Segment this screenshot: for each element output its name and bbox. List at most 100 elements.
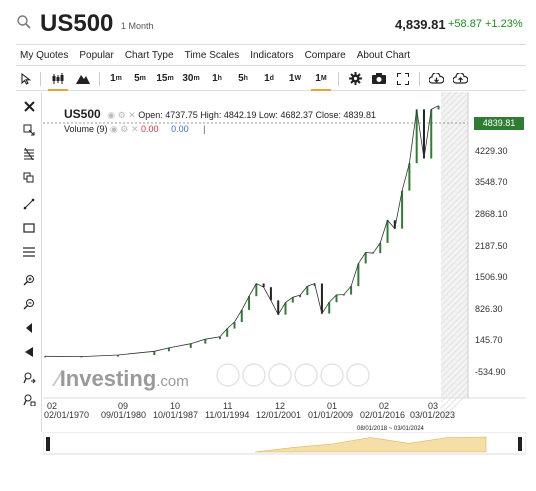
hatch-line <box>440 242 469 271</box>
gear-icon[interactable] <box>343 68 367 90</box>
navigator-right-handle[interactable] <box>518 437 522 451</box>
toolbar-divider <box>419 71 420 86</box>
volume-legend: Volume (9) ◉ ⚙ ✕ 0.00 0.00 | <box>64 124 206 134</box>
hatch-line <box>440 278 469 307</box>
x-tick-bottom: 09/01/1980 <box>101 410 147 420</box>
menu-indicators[interactable]: Indicators <box>250 49 294 61</box>
arrow-left-icon[interactable] <box>20 344 38 360</box>
candlestick-icon[interactable] <box>45 68 71 91</box>
price-candle <box>233 322 236 329</box>
hatch-line <box>440 116 469 145</box>
x-tick-bottom: 03/01/2023 <box>410 410 456 420</box>
crosshair-icon[interactable] <box>20 122 38 138</box>
mountain-icon[interactable] <box>71 68 95 90</box>
legend-symbol: US500 <box>64 107 101 121</box>
price-candle <box>262 283 265 288</box>
navigator-scrollbar[interactable] <box>43 432 526 456</box>
menu-compare[interactable]: Compare <box>304 49 346 61</box>
hatch-line <box>440 296 469 325</box>
cloud-download-icon[interactable] <box>424 68 448 90</box>
hatch-line <box>440 254 469 283</box>
price-candle <box>408 163 411 191</box>
lock-icon[interactable] <box>20 392 38 408</box>
hatch-line <box>440 170 469 199</box>
hatch-line <box>440 164 469 193</box>
price-series-line <box>44 105 439 358</box>
price-candle <box>415 109 418 164</box>
price-candle <box>204 339 207 344</box>
volume-settings-icon[interactable]: ◉ ⚙ ✕ <box>110 124 139 134</box>
volume-label: Volume (9) <box>64 124 108 134</box>
close-label: Close: <box>315 110 342 120</box>
zoom-out-icon[interactable] <box>20 296 38 312</box>
hatch-line <box>440 326 469 355</box>
hatch-line <box>440 182 469 211</box>
zoom-in-icon[interactable] <box>20 272 38 288</box>
price-candle <box>342 294 345 296</box>
close-value: 4839.81 <box>343 110 377 120</box>
menu-chart-type[interactable]: Chart Type <box>124 49 174 61</box>
menu-my-quotes[interactable]: My Quotes <box>20 49 69 61</box>
search-icon[interactable] <box>16 14 32 35</box>
price-candle <box>189 343 192 348</box>
hatch-line <box>440 284 469 313</box>
menu-time-scales[interactable]: Time Scales <box>184 49 240 61</box>
trendline-icon[interactable] <box>20 196 38 212</box>
cursor-icon[interactable] <box>16 68 36 90</box>
timeframe-15m[interactable]: 15 m <box>156 73 174 84</box>
x-tick-bottom: 11/01/1994 <box>205 410 250 420</box>
high-value: 4842.19 <box>223 110 257 120</box>
hatch-line <box>440 356 469 385</box>
x-tick-top: 03 <box>428 401 439 411</box>
hatch-line <box>440 362 469 391</box>
period-label: 1 Month <box>121 21 154 31</box>
fullscreen-icon[interactable] <box>391 68 415 90</box>
magnet-icon[interactable] <box>20 320 38 336</box>
rectangle-icon[interactable] <box>20 220 38 236</box>
copy-icon[interactable] <box>20 170 38 186</box>
price-candle <box>393 220 396 229</box>
price-candle <box>248 296 251 310</box>
price-candle <box>226 328 229 337</box>
price-candle <box>269 287 272 301</box>
symbol-title: US500 <box>40 10 114 37</box>
horizontal-lines-icon[interactable] <box>20 244 38 260</box>
navigator-left-handle[interactable] <box>46 437 50 451</box>
future-hatch-area <box>440 92 469 421</box>
measure-icon[interactable] <box>20 370 38 386</box>
hatch-line <box>440 92 469 121</box>
eye-icon[interactable]: ◉ ⚙ ✕ <box>107 110 136 120</box>
hatch-line <box>440 260 469 289</box>
price-candle <box>430 109 433 159</box>
hatch-line <box>440 290 469 319</box>
volume-red-value: 0.00 <box>141 124 159 134</box>
high-label: High: <box>200 110 222 120</box>
menu-about-chart[interactable]: About Chart <box>356 49 411 61</box>
price-chart[interactable] <box>43 92 526 422</box>
menu-popular[interactable]: Popular <box>79 49 114 61</box>
camera-icon[interactable] <box>367 68 391 90</box>
price-candle <box>153 351 156 356</box>
toolbar-divider <box>99 71 100 86</box>
cloud-upload-icon[interactable] <box>448 68 472 90</box>
hatch-line <box>440 338 469 367</box>
hatch-line <box>440 314 469 343</box>
timeframe-30m[interactable]: 30 m <box>182 73 200 84</box>
drawing-tools-panel <box>16 92 42 432</box>
price-candle <box>320 283 323 314</box>
hatch-line <box>440 302 469 331</box>
low-value: 4682.37 <box>280 110 313 120</box>
fibonacci-icon[interactable] <box>20 146 38 162</box>
hatch-line <box>440 380 469 409</box>
y-tick: 3548.70 <box>475 177 508 187</box>
x-tick-bottom: 01/01/2009 <box>308 410 354 420</box>
close-icon[interactable] <box>20 98 38 114</box>
price-candle <box>379 242 382 254</box>
